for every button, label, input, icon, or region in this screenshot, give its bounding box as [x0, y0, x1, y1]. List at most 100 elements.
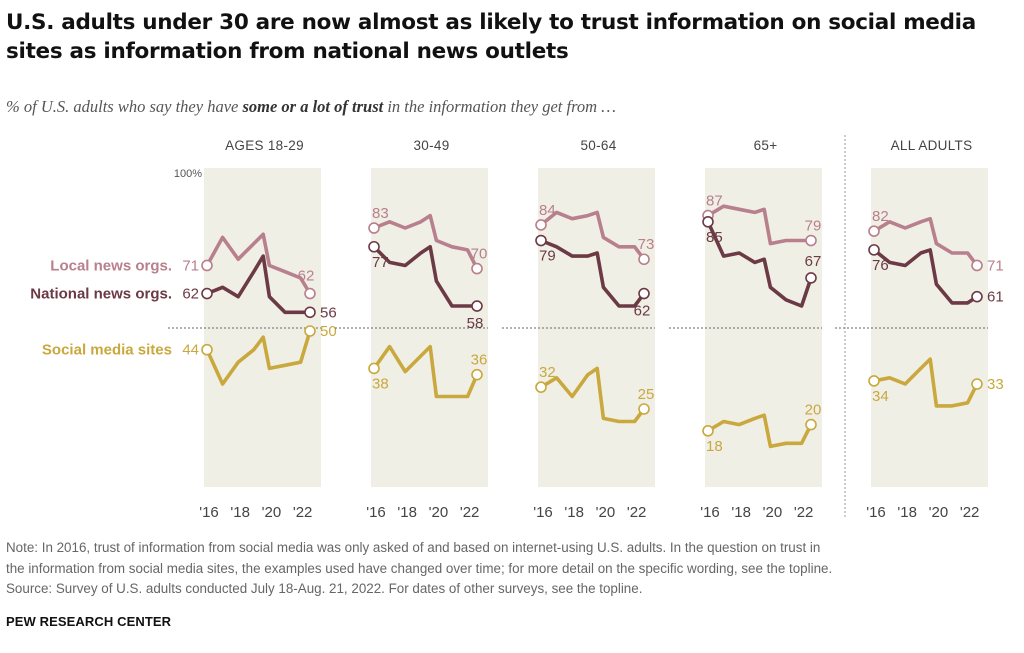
end-point-marker: [471, 262, 483, 275]
end-point-marker: [471, 368, 483, 381]
x-tick-label: '18: [897, 504, 917, 521]
x-tick-label: '22: [794, 504, 814, 521]
data-label-start: 34: [872, 388, 889, 405]
series-line-local: [706, 204, 813, 246]
x-tick-label: '22: [293, 504, 313, 521]
data-label-end: 33: [987, 376, 1004, 393]
data-label-end: 36: [471, 352, 488, 369]
start-point-marker: [201, 343, 213, 356]
start-point-marker: [368, 240, 380, 253]
panel-header: 65+: [754, 138, 778, 153]
data-label-start: 71: [182, 257, 199, 274]
data-label-start: 87: [706, 193, 723, 210]
series-line-national: [539, 238, 646, 308]
start-point-marker: [868, 225, 880, 237]
data-label-start: 82: [872, 208, 889, 225]
end-point-marker: [304, 325, 316, 337]
series-line-local: [372, 213, 479, 271]
start-point-marker: [368, 362, 380, 375]
series-line-national: [872, 248, 979, 305]
series-line-social: [372, 344, 479, 399]
end-point-marker: [638, 403, 650, 415]
x-tick-label: '18: [230, 504, 250, 521]
end-point-marker: [638, 287, 650, 300]
data-label-end: 56: [320, 304, 337, 321]
start-point-marker: [868, 375, 880, 387]
data-label-end: 58: [467, 315, 484, 332]
end-point-marker: [304, 306, 316, 319]
x-tick-label: '16: [533, 504, 553, 521]
series-name-social: Social media sites: [42, 342, 172, 359]
x-tick-label: '22: [960, 504, 980, 521]
end-point-marker: [805, 418, 817, 431]
panel-header: 30-49: [413, 138, 449, 153]
data-label-start: 85: [706, 229, 723, 246]
end-point-marker: [971, 378, 983, 390]
data-label-start: 76: [872, 257, 889, 274]
start-point-marker: [201, 259, 213, 272]
note-line-1: Note: In 2016, trust of information from…: [6, 540, 821, 555]
series-name-national: National news orgs.: [30, 286, 172, 303]
start-point-marker: [535, 234, 547, 247]
series-line-national: [372, 245, 479, 308]
x-tick-label: '16: [366, 504, 386, 521]
data-label-start: 38: [372, 375, 389, 392]
panel-5: ALL ADULTS '16 '18 '20 '22 82 71 76 61 34 33: [835, 138, 1004, 521]
series-name-local: Local news orgs.: [50, 257, 172, 274]
source-line: Source: Survey of U.S. adults conducted …: [6, 581, 643, 596]
data-label-start: 62: [182, 286, 199, 303]
x-tick-label: '16: [199, 504, 219, 521]
x-tick-label: '16: [866, 504, 886, 521]
end-point-marker: [805, 272, 817, 284]
panel-2: 30-49 '16 '18 '20 '22 83 70 77 58 38 36: [335, 138, 488, 521]
series-line-social: [539, 366, 646, 424]
start-point-marker: [535, 381, 547, 393]
series-line-social: [872, 357, 979, 408]
end-point-marker: [304, 287, 316, 300]
x-tick-label: '20: [763, 504, 783, 521]
data-label-end: 50: [320, 323, 337, 340]
notes-block: Note: In 2016, trust of information from…: [6, 538, 1018, 600]
x-tick-label: '18: [397, 504, 417, 521]
end-point-marker: [638, 253, 650, 266]
panel-header: 50-64: [580, 138, 616, 153]
start-point-marker: [868, 244, 880, 256]
series-line-local: [205, 232, 312, 296]
panel-header: ALL ADULTS: [891, 138, 973, 153]
x-tick-label: '22: [460, 504, 480, 521]
panel-3: 50-64 '16 '18 '20 '22 84 73 79 62 32 25: [502, 138, 655, 521]
data-label-end: 71: [987, 257, 1004, 274]
start-point-marker: [702, 216, 714, 228]
x-tick-label: '20: [596, 504, 616, 521]
x-tick-label: '20: [929, 504, 949, 521]
data-label-start: 77: [372, 254, 389, 271]
data-label-end: 62: [634, 303, 651, 320]
data-label-end: 79: [805, 218, 822, 235]
end-point-marker: [805, 234, 817, 247]
y-axis-max-label: 100%: [174, 168, 202, 180]
start-point-marker: [368, 222, 380, 234]
chart-title: U.S. adults under 30 are now almost as l…: [6, 10, 976, 64]
data-label-start: 83: [372, 205, 389, 222]
subtitle-suffix: in the information they get from …: [383, 97, 616, 116]
subtitle-prefix: % of U.S. adults who say they have: [6, 97, 243, 116]
start-point-marker: [201, 287, 213, 300]
data-label-end: 73: [638, 236, 655, 253]
series-line-national: [706, 220, 813, 308]
x-tick-label: '18: [731, 504, 751, 521]
data-label-end: 20: [805, 402, 822, 419]
x-tick-label: '20: [429, 504, 449, 521]
x-tick-label: '18: [564, 504, 584, 521]
x-tick-label: '22: [627, 504, 647, 521]
chart-subtitle: % of U.S. adults who say they have some …: [6, 97, 616, 117]
end-point-marker: [971, 290, 983, 303]
start-point-marker: [702, 425, 714, 437]
data-label-start: 44: [182, 342, 199, 359]
end-point-marker: [471, 300, 483, 312]
start-point-marker: [535, 219, 547, 231]
data-label-end: 67: [805, 253, 822, 270]
data-label-start: 84: [539, 202, 556, 219]
series-line-local: [872, 216, 979, 268]
data-label-end: 61: [987, 289, 1004, 306]
data-label-end: 25: [638, 386, 655, 403]
